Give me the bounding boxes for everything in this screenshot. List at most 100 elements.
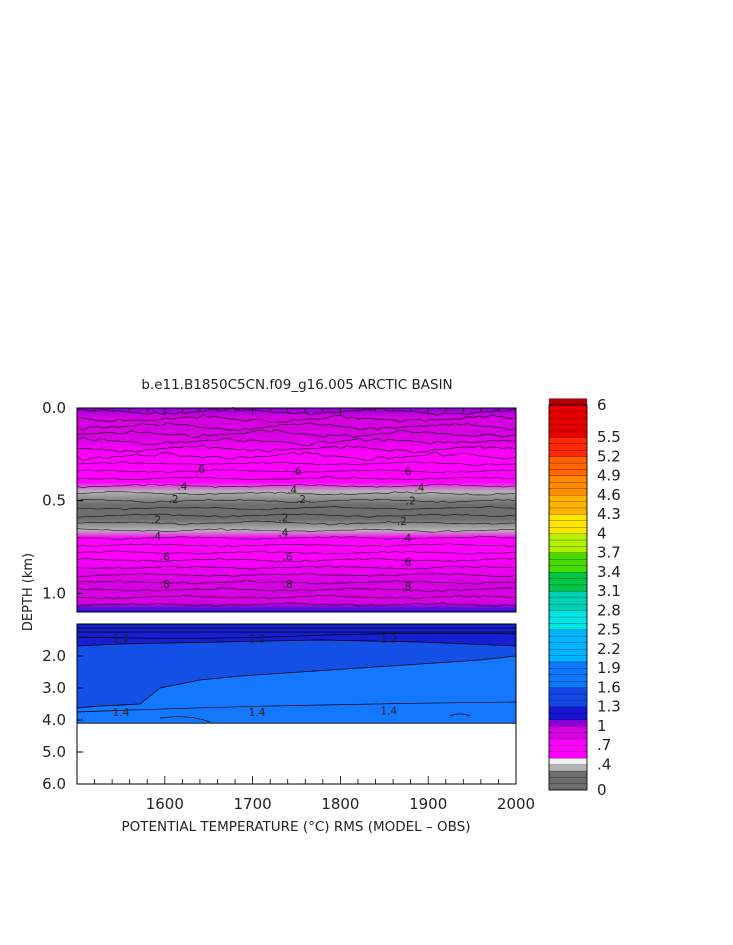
colorbar-label: 4.6 bbox=[597, 486, 621, 504]
colorbar-swatch bbox=[548, 398, 588, 406]
y-tick-label: 4.0 bbox=[42, 711, 66, 729]
lower-mid-band bbox=[77, 634, 516, 708]
colorbar-label: 1.3 bbox=[597, 698, 621, 716]
colorbar-swatch bbox=[548, 424, 588, 432]
colorbar-swatch bbox=[548, 417, 588, 425]
contour-label: .8 bbox=[160, 579, 170, 591]
colorbar-swatch bbox=[548, 764, 588, 772]
y-tick-label: 5.0 bbox=[42, 743, 66, 761]
contour-line bbox=[76, 594, 516, 600]
contour-line bbox=[76, 602, 516, 607]
contour-line bbox=[76, 469, 516, 474]
colorbar-swatch bbox=[548, 507, 588, 515]
colorbar-label: 0 bbox=[597, 781, 607, 799]
contour-label: 1.4 bbox=[249, 707, 266, 719]
x-tick-label: 1700 bbox=[234, 795, 272, 813]
colorbar-swatch bbox=[548, 404, 588, 412]
contour-line bbox=[76, 476, 516, 481]
contour-line bbox=[449, 713, 471, 717]
y-axis: 0.0 0.5 1.0 2.0 3.0 4.0 5.0 6.0 bbox=[42, 399, 83, 793]
colorbar-swatch bbox=[548, 552, 588, 560]
colorbar-swatch bbox=[548, 610, 588, 618]
contour-label: 1.2 bbox=[113, 633, 130, 645]
colorbar-label: .7 bbox=[597, 736, 611, 754]
colorbar-swatch bbox=[548, 481, 588, 489]
contour-label: 1.2 bbox=[249, 633, 266, 645]
colorbar-swatch bbox=[548, 584, 588, 592]
colorbar-label: 6 bbox=[597, 396, 607, 414]
colorbar-label: 3.7 bbox=[597, 544, 621, 562]
chart-title: b.e11.B1850C5CN.f09_g16.005 ARCTIC BASIN bbox=[141, 377, 452, 393]
contour-line bbox=[76, 437, 516, 447]
contour-label: 1.4 bbox=[113, 707, 130, 719]
colorbar-label: 4.9 bbox=[597, 467, 621, 485]
contour-label: .2 bbox=[151, 514, 161, 526]
colorbar-swatch bbox=[548, 642, 588, 650]
colorbar-swatch bbox=[548, 513, 588, 521]
colorbar-swatch bbox=[548, 680, 588, 688]
colorbar-swatch bbox=[548, 533, 588, 541]
colorbar-swatch bbox=[548, 436, 588, 444]
colorbar-swatch bbox=[548, 770, 588, 778]
colorbar-labels: 65.55.24.94.64.343.73.43.12.82.52.21.91.… bbox=[597, 396, 621, 799]
colorbar-swatch bbox=[548, 494, 588, 502]
colorbar-swatch bbox=[548, 475, 588, 483]
contour-line bbox=[76, 422, 516, 431]
colorbar-label: 2.5 bbox=[597, 621, 621, 639]
colorbar-swatch bbox=[548, 558, 588, 566]
upper-panel-field bbox=[77, 408, 516, 612]
contour-label: .8 bbox=[401, 581, 411, 593]
colorbar-swatch bbox=[548, 520, 588, 528]
contour-line bbox=[76, 483, 516, 489]
colorbar-label: 1.9 bbox=[597, 659, 621, 677]
contour-label: .4 bbox=[414, 483, 424, 495]
colorbar-swatch bbox=[548, 655, 588, 663]
x-axis: 1600 1700 1800 1900 2000 bbox=[76, 408, 535, 813]
colorbar-swatch bbox=[548, 443, 588, 451]
colorbar-swatch bbox=[548, 488, 588, 496]
y-tick-label: 3.0 bbox=[42, 679, 66, 697]
y-axis-label: DEPTH (km) bbox=[21, 553, 36, 631]
y-tick-label: 2.0 bbox=[42, 647, 66, 665]
contour-label: .6 bbox=[401, 557, 411, 569]
colorbar-label: 1 bbox=[597, 717, 607, 735]
colorbar-swatch bbox=[548, 539, 588, 547]
colorbar-swatch bbox=[548, 526, 588, 534]
contour-line bbox=[76, 543, 516, 548]
colorbar-swatch bbox=[548, 456, 588, 464]
contour-line bbox=[76, 580, 515, 585]
contour-label: .6 bbox=[401, 466, 411, 478]
contour-line bbox=[76, 535, 516, 540]
contour-line bbox=[76, 655, 517, 709]
contour-line bbox=[76, 506, 516, 511]
x-tick-label: 1900 bbox=[409, 795, 447, 813]
colorbar-label: .4 bbox=[597, 755, 611, 773]
y-tick-label: 0.5 bbox=[42, 492, 66, 510]
colorbar-swatch bbox=[548, 712, 588, 720]
lower-contour-lines bbox=[76, 627, 517, 724]
colorbar-swatch bbox=[548, 623, 588, 631]
colorbar-swatch bbox=[548, 546, 588, 554]
contour-label: 1.2 bbox=[380, 633, 397, 645]
contour-line bbox=[76, 451, 516, 461]
colorbar-swatch bbox=[548, 738, 588, 746]
x-axis-label: POTENTIAL TEMPERATURE (°C) RMS (MODEL – … bbox=[121, 819, 470, 835]
colorbar-swatch bbox=[548, 635, 588, 643]
contour-line bbox=[159, 716, 211, 723]
colorbar-swatch bbox=[548, 725, 588, 733]
contour-line bbox=[76, 587, 516, 592]
contour-line bbox=[77, 429, 516, 439]
contour-line bbox=[76, 498, 516, 503]
y-tick-label: 6.0 bbox=[42, 775, 66, 793]
colorbar-swatch bbox=[548, 578, 588, 586]
x-tick-label: 1800 bbox=[321, 795, 359, 813]
colorbar-swatch bbox=[548, 501, 588, 509]
colorbar-swatch bbox=[548, 777, 588, 785]
colorbar-label: 2.8 bbox=[597, 601, 621, 619]
contour-line bbox=[76, 461, 516, 466]
contour-line bbox=[76, 444, 516, 454]
colorbar-swatch bbox=[548, 700, 588, 708]
colorbar-swatch bbox=[548, 719, 588, 727]
colorbar-swatch bbox=[548, 469, 588, 477]
